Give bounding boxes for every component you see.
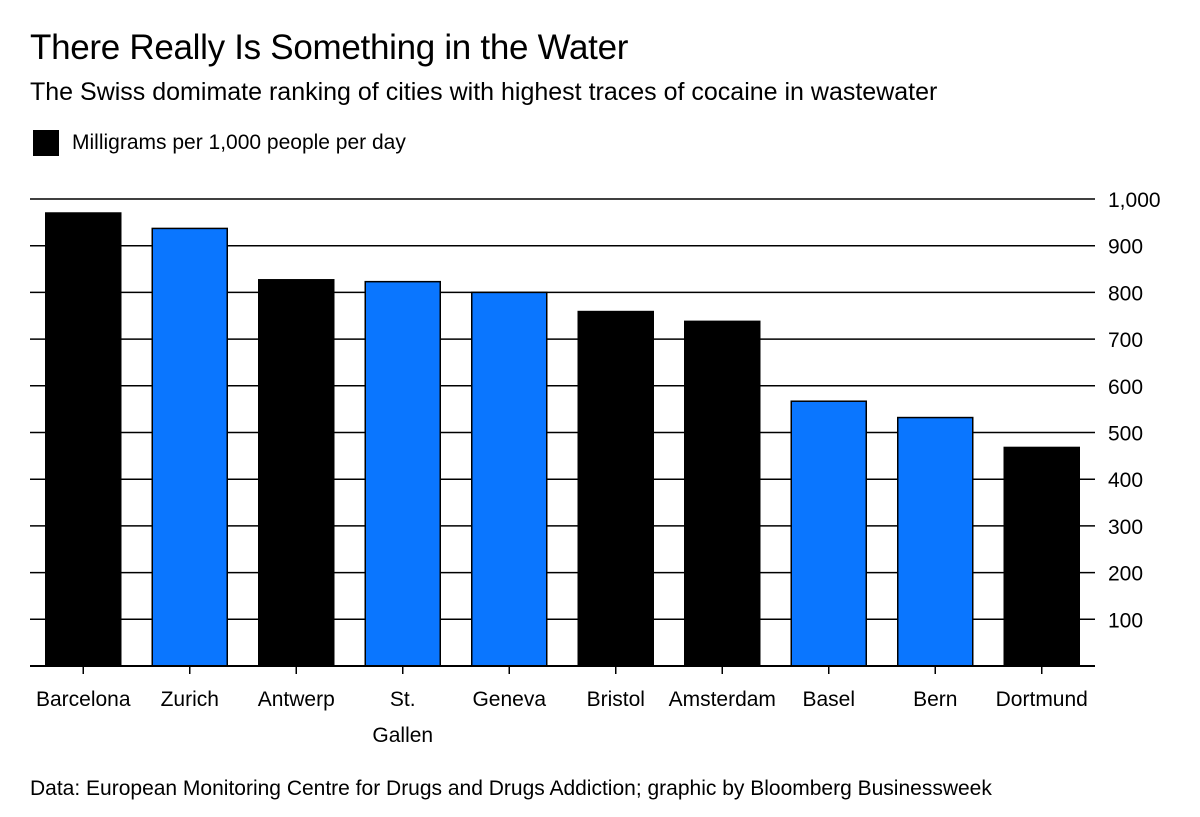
x-tick-label-line: Amsterdam [669, 688, 776, 711]
y-tick-label: 1,000 [1108, 189, 1161, 212]
x-tick-label-line: Zurich [161, 688, 219, 711]
bars [30, 212, 1095, 667]
bar [258, 279, 335, 667]
x-tick-label-line: Bern [913, 688, 957, 711]
bar [897, 416, 974, 667]
y-tick-label: 100 [1108, 609, 1143, 632]
bar [364, 280, 441, 667]
chart-subtitle: The Swiss domimate ranking of cities wit… [30, 78, 938, 106]
x-tick-label-line: Geneva [472, 688, 546, 711]
y-tick-label: 300 [1108, 516, 1143, 539]
x-tick-label-line: Basel [802, 688, 855, 711]
x-tick-label: Antwerp [258, 688, 335, 711]
bar [151, 227, 228, 667]
x-tick-label-line: Barcelona [36, 688, 131, 711]
y-tick-label: 800 [1108, 282, 1143, 305]
bar [1003, 446, 1080, 667]
bar [790, 400, 867, 667]
bar [45, 212, 122, 667]
legend-swatch [33, 130, 59, 156]
y-tick-label: 600 [1108, 376, 1143, 399]
x-tick-label: Zurich [161, 688, 219, 711]
bar [471, 291, 548, 667]
legend: Milligrams per 1,000 people per day [33, 130, 406, 156]
y-tick-label: 700 [1108, 329, 1143, 352]
source-note: Data: European Monitoring Centre for Dru… [30, 777, 992, 800]
x-tick-label-line: Dortmund [996, 688, 1088, 711]
bar [684, 320, 761, 667]
x-tick-label-line: Bristol [587, 688, 645, 711]
x-tick-label: Dortmund [996, 688, 1088, 711]
legend-label: Milligrams per 1,000 people per day [72, 131, 406, 154]
bar [577, 310, 654, 667]
x-tick-label-line: Gallen [372, 724, 433, 747]
x-tick-label: Bristol [587, 688, 645, 711]
y-tick-label: 900 [1108, 236, 1143, 259]
x-tick-label: St. Gallen [372, 688, 433, 747]
x-tick-label: Barcelona [36, 688, 131, 711]
y-axis-ticks: 100 200 300 400 500 600 700 800 900 1,000 [1108, 189, 1161, 632]
x-axis-ticks: Barcelona Zurich Antwerp St. Gallen Geneva Bri… [36, 666, 1088, 747]
x-tick-label: Bern [913, 688, 957, 711]
y-tick-label: 500 [1108, 423, 1143, 446]
x-tick-label-line: St. [390, 688, 416, 711]
x-tick-label: Basel [802, 688, 855, 711]
chart-title: There Really Is Something in the Water [30, 28, 629, 67]
x-tick-label: Amsterdam [669, 688, 776, 711]
x-tick-label: Geneva [472, 688, 546, 711]
y-tick-label: 400 [1108, 469, 1143, 492]
y-tick-label: 200 [1108, 563, 1143, 586]
x-tick-label-line: Antwerp [258, 688, 335, 711]
